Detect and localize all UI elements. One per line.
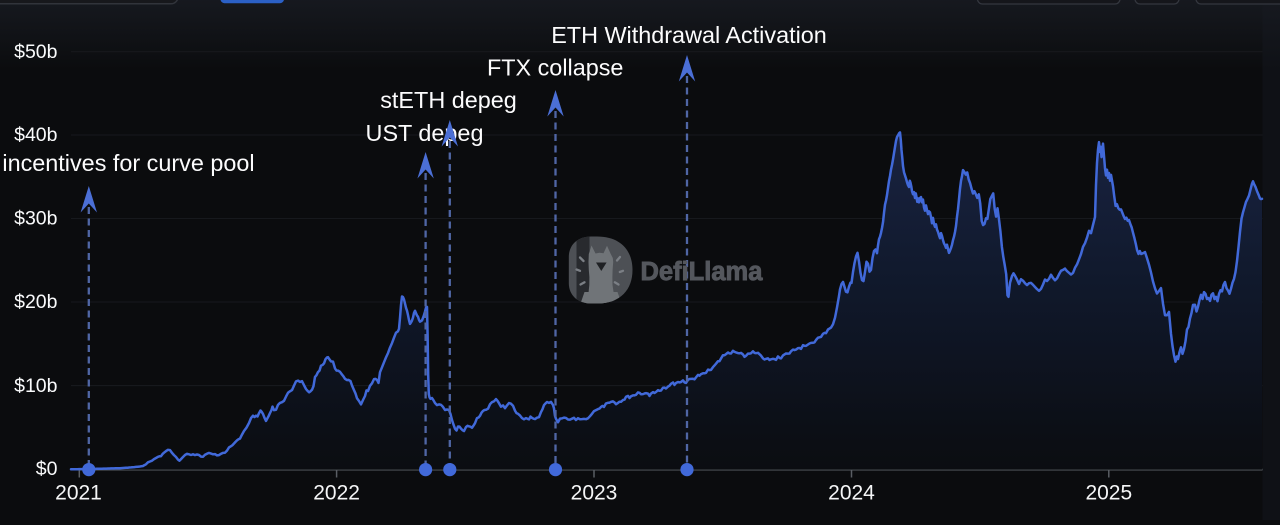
svg-text:2023: 2023 [571,482,618,505]
svg-text:2021: 2021 [55,482,102,505]
svg-text:incentives for curve pool: incentives for curve pool [2,150,254,176]
svg-text:$30b: $30b [14,208,58,230]
svg-text:FTX collapse: FTX collapse [487,55,624,81]
svg-text:$20b: $20b [14,291,58,313]
svg-text:2024: 2024 [828,482,875,505]
svg-text:$50b: $50b [14,41,58,63]
svg-text:$40b: $40b [14,124,58,146]
svg-text:$10b: $10b [14,375,58,397]
svg-text:stETH depeg: stETH depeg [380,87,517,113]
svg-text:DefiLlama: DefiLlama [641,258,764,286]
svg-text:ETH Withdrawal Activation: ETH Withdrawal Activation [551,22,827,48]
svg-text:2025: 2025 [1085,482,1132,505]
svg-text:UST depeg: UST depeg [366,120,484,146]
svg-text:2022: 2022 [313,482,360,505]
svg-text:$0: $0 [36,458,58,480]
